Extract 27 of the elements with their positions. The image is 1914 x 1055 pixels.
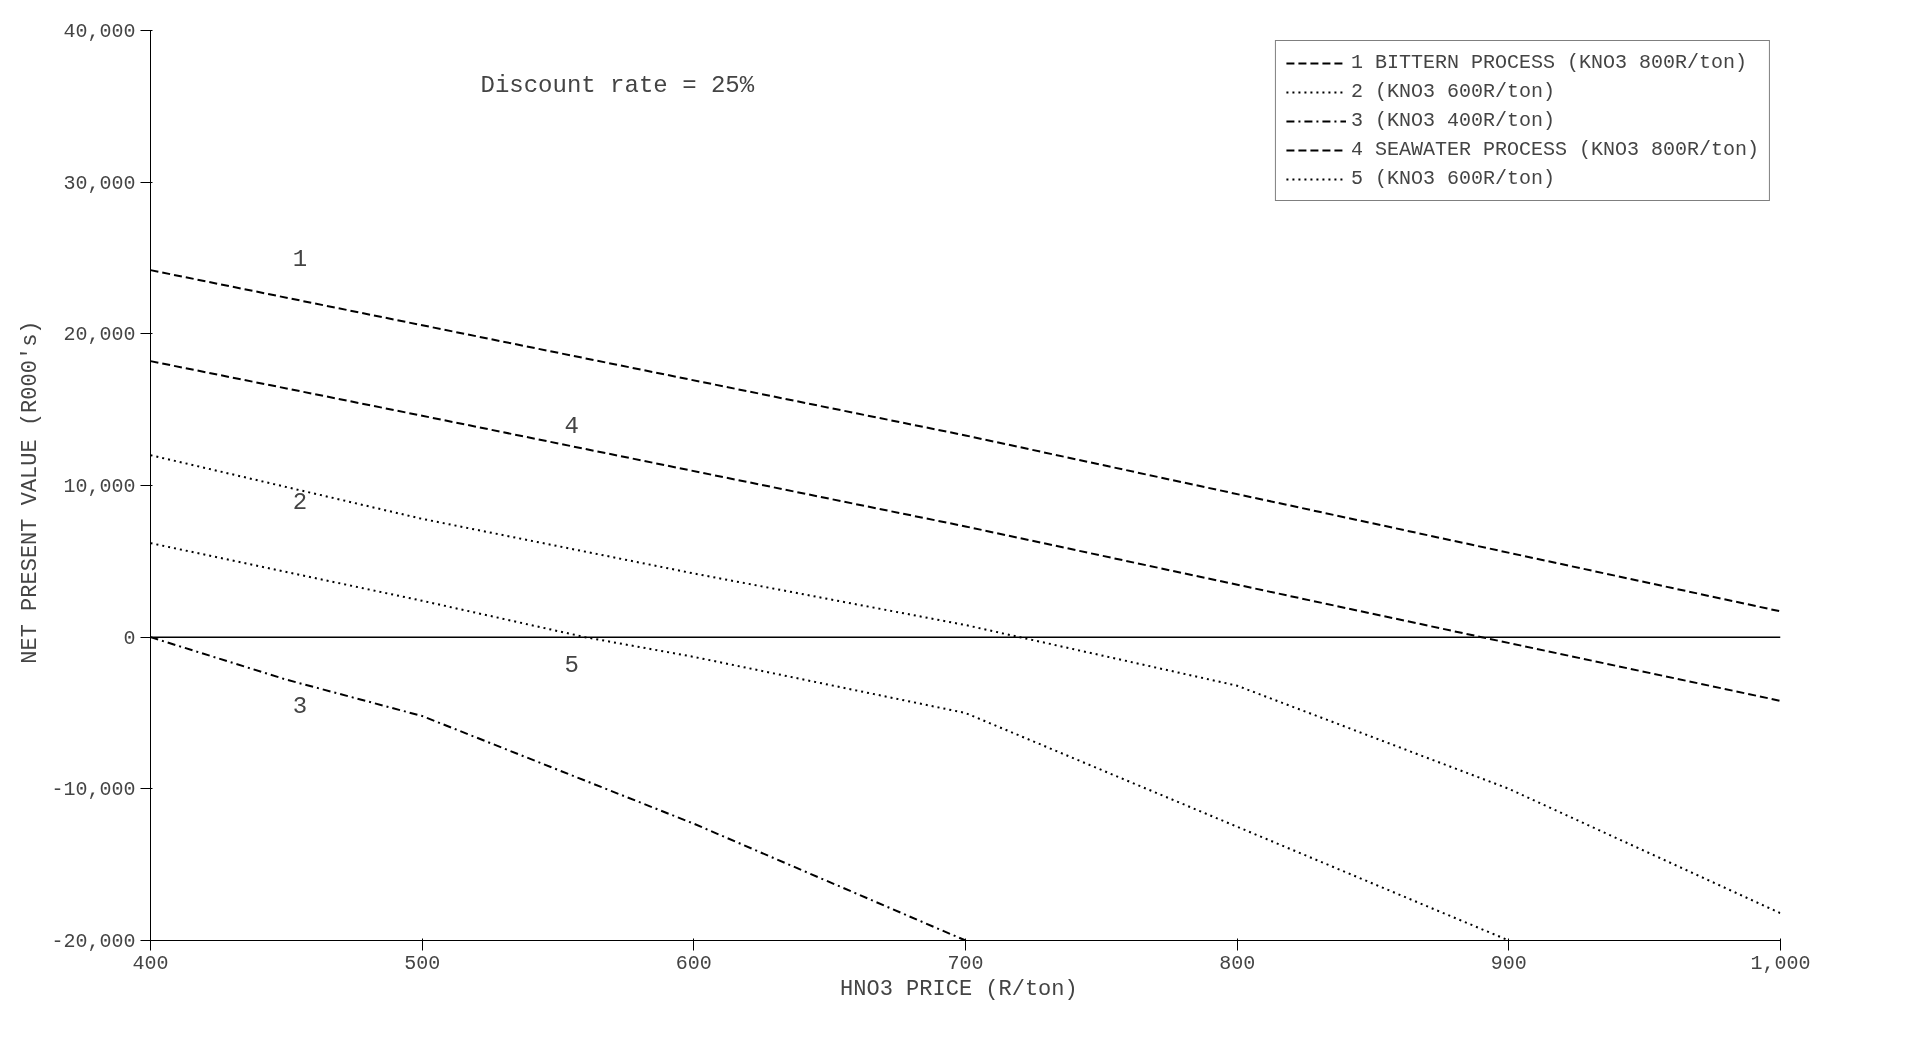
y-tick-label: -20,000	[51, 930, 136, 953]
annotation: 3	[292, 693, 308, 721]
legend-label: 3 (KNO3 400R/ton)	[1350, 109, 1555, 132]
x-tick-label: 400	[132, 951, 169, 975]
y-tick-label: 20,000	[63, 323, 136, 347]
x-tick-label: 1,000	[1750, 951, 1811, 975]
y-tick-label: 10,000	[63, 475, 136, 498]
y-axis-title: NET PRESENT VALUE (R000's)	[18, 320, 44, 664]
annotation: Discount rate = 25%	[480, 72, 755, 99]
annotation: 1	[292, 246, 308, 273]
annotation: 5	[564, 652, 579, 680]
y-tick-label: 0	[123, 626, 136, 650]
x-axis-title: HNO3 PRICE (R/ton)	[840, 976, 1078, 1002]
y-tick-label: 30,000	[63, 171, 136, 195]
legend-label: 2 (KNO3 600R/ton)	[1350, 80, 1555, 103]
x-tick-label: 800	[1219, 951, 1256, 975]
x-tick-label: 500	[404, 951, 441, 975]
x-tick-label: 700	[947, 951, 984, 975]
x-tick-label: 600	[675, 951, 712, 975]
legend-label: 1 BITTERN PROCESS (KNO3 800R/ton)	[1350, 51, 1747, 74]
annotation: 4	[564, 412, 579, 440]
y-tick-label: -10,000	[51, 778, 136, 802]
x-tick-label: 900	[1490, 951, 1527, 975]
legend-label: 5 (KNO3 600R/ton)	[1350, 167, 1555, 190]
legend-label: 4 SEAWATER PROCESS (KNO3 800R/ton)	[1350, 138, 1759, 161]
y-tick-label: 40,000	[63, 20, 136, 43]
annotation: 2	[292, 488, 308, 516]
